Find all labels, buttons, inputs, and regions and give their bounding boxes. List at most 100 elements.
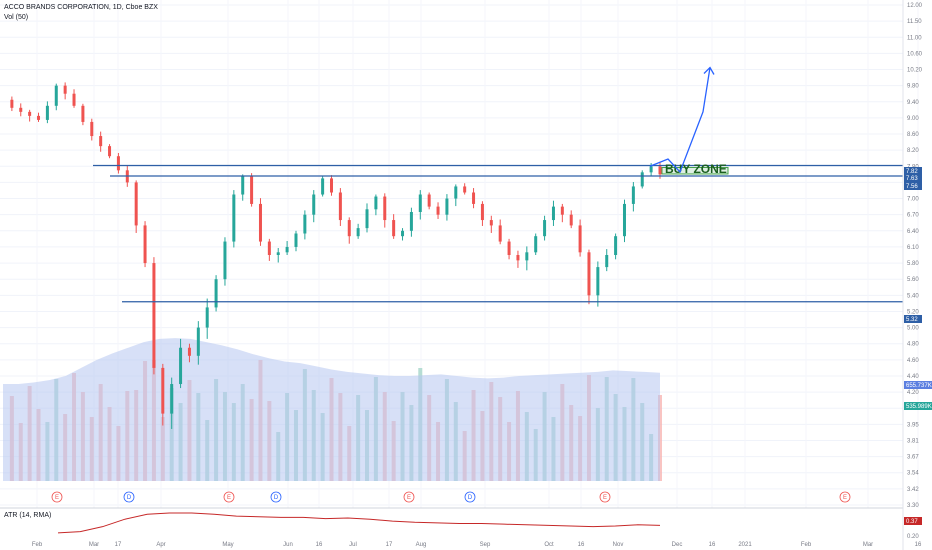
price-tick-label: 5.40 (907, 293, 919, 299)
earnings-marker (403, 491, 415, 503)
price-tick-label: 8.60 (907, 132, 919, 138)
price-tick-label: 5.00 (907, 326, 919, 332)
candle-body (232, 194, 236, 242)
atr-tick-label: 0.20 (907, 534, 919, 540)
candle-body (427, 194, 431, 207)
earnings-marker (51, 491, 63, 503)
candle-body (90, 121, 94, 137)
candle-body (45, 105, 49, 120)
price-tag (904, 174, 922, 182)
candle-body (454, 186, 458, 199)
price-tick-label: 4.20 (907, 390, 919, 396)
earnings-marker-label: D (127, 495, 132, 501)
time-tick-label: Jun (283, 542, 293, 548)
price-tick-label: 10.60 (907, 51, 923, 57)
candle-body (152, 263, 156, 368)
price-tag-label: 7.56 (906, 184, 918, 190)
earnings-marker-label: E (603, 495, 607, 501)
time-tick-label: Feb (32, 542, 43, 548)
time-tick-label: Apr (156, 542, 165, 548)
candle-body (179, 347, 183, 385)
candle-body (347, 220, 351, 237)
atr-legend[interactable]: ATR (14, RMA) (4, 512, 52, 519)
candle-body (63, 85, 67, 94)
arrowhead (703, 66, 715, 75)
candle-body (578, 225, 582, 253)
candle-body (10, 99, 14, 108)
price-tag-label: 7.63 (906, 176, 918, 182)
candle-body (267, 241, 271, 255)
horizontal-levels[interactable] (93, 164, 903, 303)
candle-body (445, 198, 449, 215)
candle-body (622, 203, 626, 237)
candle-body (472, 192, 476, 204)
candle-body (658, 166, 662, 175)
candle-body (321, 178, 325, 195)
time-tick-label: 16 (578, 542, 585, 548)
price-tick-label: 9.40 (907, 100, 919, 106)
candle-body (170, 384, 174, 414)
time-tick-label: Oct (544, 542, 554, 548)
earnings-marker-label: D (468, 495, 473, 501)
time-tick-label: Jul (349, 542, 357, 548)
earnings-marker-label: E (843, 495, 847, 501)
price-tick-label: 3.81 (907, 438, 919, 444)
volume-ma-area (3, 338, 660, 481)
candle-body (649, 166, 653, 173)
candle-body (498, 225, 502, 242)
candle-body (285, 246, 289, 253)
candle-body (81, 105, 85, 122)
candle-body (374, 196, 378, 210)
price-tag-label: 655.737K (906, 383, 932, 389)
price-tick-label: 3.95 (907, 422, 919, 428)
time-tick-label: 17 (386, 542, 393, 548)
price-tick-label: 4.80 (907, 342, 919, 348)
time-tick-label: 2021 (738, 542, 752, 548)
candle-body (534, 236, 538, 253)
candle-body (356, 228, 360, 237)
price-tick-label: 8.20 (907, 148, 919, 154)
candle-body (383, 196, 387, 221)
candle-body (187, 347, 191, 356)
price-tick-label: 3.67 (907, 455, 919, 461)
price-tag (904, 182, 922, 190)
time-axis[interactable]: Feb Mar 17 Apr May Jun 16 Jul 17 Aug Sep Oct 16 Nov De… (32, 542, 922, 548)
earnings-marker-label: E (55, 495, 59, 501)
candles (10, 82, 662, 429)
candle-body (392, 220, 396, 237)
symbol-legend[interactable]: ACCO BRANDS CORPORATION, 1D, Cboe BZX (4, 4, 158, 11)
candle-body (250, 176, 254, 204)
price-tag (904, 517, 922, 525)
price-tag-label: 535.989K (906, 404, 932, 410)
candle-body (161, 367, 165, 414)
price-tick-label: 11.50 (907, 19, 922, 25)
earnings-marker (599, 491, 611, 503)
candle-body (614, 236, 618, 255)
candle-body (569, 214, 573, 226)
price-tick-label: 10.20 (907, 68, 923, 74)
volume-legend[interactable]: Vol (50) (4, 14, 29, 21)
price-tick-label: 12.00 (907, 3, 923, 9)
price-tick-label: 4.40 (907, 374, 919, 380)
price-tag (904, 315, 922, 323)
time-tick-label: Nov (613, 542, 624, 548)
price-tick-label: 3.30 (907, 503, 919, 509)
price-tick-label: 3.42 (907, 487, 919, 493)
price-tick-label: 5.60 (907, 277, 919, 283)
price-tick-label: 3.54 (907, 471, 919, 477)
earnings-marker-label: E (407, 495, 411, 501)
candle-body (72, 93, 76, 106)
projection-arrow[interactable] (649, 66, 715, 174)
price-axis[interactable]: 12.00 11.50 11.00 10.60 10.20 9.80 9.40 9.00 8.6… (907, 3, 923, 509)
candle-body (294, 233, 298, 247)
buy-zone-label: BUY ZONE (665, 162, 727, 176)
candle-body (489, 220, 493, 226)
candle-body (19, 107, 23, 112)
projection-path (649, 67, 711, 174)
time-tick-label: Dec (672, 542, 683, 548)
price-tick-label: 6.40 (907, 229, 919, 235)
time-tick-label: Sep (480, 542, 491, 548)
candle-body (116, 156, 120, 171)
